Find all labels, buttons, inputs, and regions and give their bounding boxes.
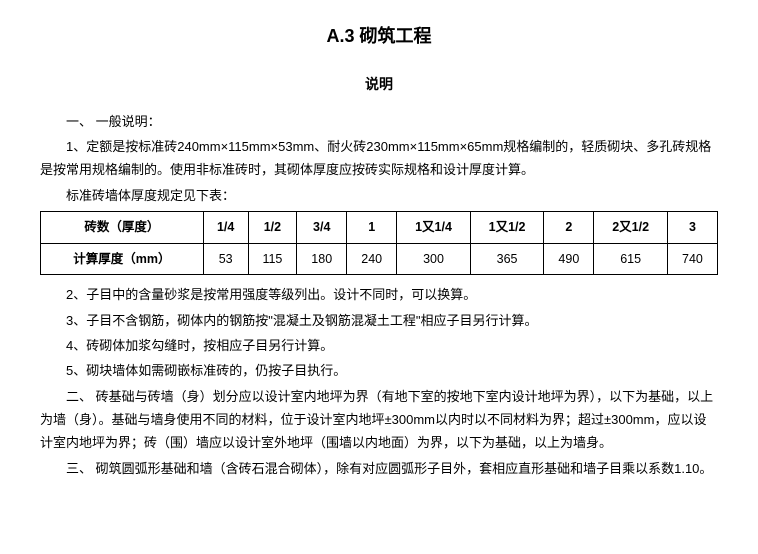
data-cell: 615 bbox=[594, 243, 668, 275]
section2: 二、 砖基础与砖墙（身）划分应以设计室内地坪为界（有地下室的按地下室内设计地坪为… bbox=[40, 385, 718, 455]
data-cell: 115 bbox=[248, 243, 297, 275]
header-cell: 1又1/4 bbox=[397, 212, 471, 244]
paragraph-2: 2、子目中的含量砂浆是按常用强度等级列出。设计不同时，可以换算。 bbox=[40, 283, 718, 306]
header-cell: 3 bbox=[667, 212, 717, 244]
header-cell: 2 bbox=[544, 212, 594, 244]
data-cell: 53 bbox=[203, 243, 248, 275]
paragraph-4: 4、砖砌体加浆勾缝时，按相应子目另行计算。 bbox=[40, 334, 718, 357]
section2-text: 二、 砖基础与砖墙（身）划分应以设计室内地坪为界（有地下室的按地下室内设计地坪为… bbox=[40, 389, 713, 451]
section1-heading: 一、 一般说明： bbox=[40, 110, 718, 133]
data-cell: 740 bbox=[667, 243, 717, 275]
paragraph-1-text: 1、定额是按标准砖240mm×115mm×53mm、耐火砖230mm×115mm… bbox=[40, 139, 711, 177]
document-subtitle: 说明 bbox=[40, 72, 718, 97]
section3: 三、 砌筑圆弧形基础和墙（含砖石混合砌体），除有对应圆弧形子目外，套相应直形基础… bbox=[40, 457, 718, 480]
data-cell: 300 bbox=[397, 243, 471, 275]
paragraph-5: 5、砌块墙体如需砌嵌标准砖的，仍按子目执行。 bbox=[40, 359, 718, 382]
data-cell: 490 bbox=[544, 243, 594, 275]
data-label: 计算厚度（mm） bbox=[41, 243, 204, 275]
header-cell: 1 bbox=[347, 212, 397, 244]
thickness-table: 砖数（厚度） 1/4 1/2 3/4 1 1又1/4 1又1/2 2 2又1/2… bbox=[40, 211, 718, 275]
header-cell: 3/4 bbox=[297, 212, 347, 244]
document-title: A.3 砌筑工程 bbox=[40, 20, 718, 52]
header-cell: 1/4 bbox=[203, 212, 248, 244]
table-data-row: 计算厚度（mm） 53 115 180 240 300 365 490 615 … bbox=[41, 243, 718, 275]
table-header-row: 砖数（厚度） 1/4 1/2 3/4 1 1又1/4 1又1/2 2 2又1/2… bbox=[41, 212, 718, 244]
data-cell: 240 bbox=[347, 243, 397, 275]
section3-text: 三、 砌筑圆弧形基础和墙（含砖石混合砌体），除有对应圆弧形子目外，套相应直形基础… bbox=[66, 461, 712, 476]
header-cell: 1又1/2 bbox=[470, 212, 544, 244]
paragraph-1: 1、定额是按标准砖240mm×115mm×53mm、耐火砖230mm×115mm… bbox=[40, 135, 718, 182]
data-cell: 180 bbox=[297, 243, 347, 275]
data-cell: 365 bbox=[470, 243, 544, 275]
header-cell: 2又1/2 bbox=[594, 212, 668, 244]
header-label: 砖数（厚度） bbox=[41, 212, 204, 244]
table-intro: 标准砖墙体厚度规定见下表： bbox=[40, 184, 718, 207]
paragraph-3: 3、子目不含钢筋，砌体内的钢筋按"混凝土及钢筋混凝土工程"相应子目另行计算。 bbox=[40, 309, 718, 332]
header-cell: 1/2 bbox=[248, 212, 297, 244]
